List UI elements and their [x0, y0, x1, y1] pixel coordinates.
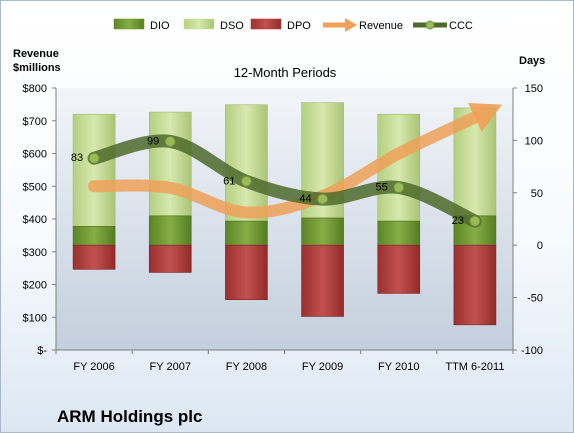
legend-swatch-dio [113, 18, 145, 30]
left-axis-label-line2: $millions [13, 62, 61, 74]
bar-dpo [377, 244, 421, 294]
x-tick-label: FY 2007 [150, 361, 191, 373]
left-axis-label-line1: Revenue [13, 48, 59, 60]
ccc-data-label: 23 [452, 215, 464, 227]
legend-swatch-dpo [250, 18, 282, 30]
bar-dso [72, 113, 116, 227]
axes-layer: $- $100 $200 $300 $400 $500 $600 $700 $800 -100 -5… [23, 83, 543, 373]
legend-marker-ccc [425, 20, 435, 30]
ccc-marker [469, 215, 481, 227]
left-tick-label: $200 [23, 280, 47, 292]
legend-label-dio: DIO [150, 20, 170, 32]
x-tick-label: FY 2009 [302, 361, 343, 373]
legend-label-dso: DSO [220, 20, 244, 32]
bar-dpo [225, 244, 268, 300]
revenue-line [88, 111, 481, 219]
left-tick-label: $700 [23, 116, 47, 128]
bar-dio [301, 217, 344, 246]
bar-dso [148, 111, 192, 217]
bar-dio [225, 220, 268, 246]
right-axis-label: Days [519, 55, 545, 67]
ccc-marker [88, 152, 100, 164]
bar-dpo [148, 244, 192, 273]
legend-arrowhead-icon [345, 18, 357, 32]
right-tick-label: -50 [527, 293, 543, 305]
right-tick-label: 0 [537, 240, 543, 252]
ccc-marker [393, 182, 405, 194]
left-tick-label: $600 [23, 149, 47, 161]
company-name: ARM Holdings plc [57, 407, 203, 426]
bar-dio [72, 226, 116, 246]
revenue-arrowhead [468, 103, 503, 132]
left-tick-label: $- [37, 345, 47, 357]
bar-dpo [72, 244, 116, 270]
bar-dpo [453, 244, 497, 326]
legend: DIO DSO DPO Revenue CCC [113, 18, 473, 32]
bar-dpo [301, 244, 344, 317]
right-tick-label: 100 [525, 135, 543, 147]
left-tick-label: $500 [23, 181, 47, 193]
ccc-data-label: 61 [223, 175, 235, 187]
left-tick-label: $100 [23, 312, 47, 324]
right-tick-label: 150 [525, 83, 543, 95]
left-tick-label: $300 [23, 247, 47, 259]
left-tick-label: $800 [23, 83, 47, 95]
x-tick-label: FY 2010 [378, 361, 419, 373]
ccc-marker [164, 135, 176, 147]
x-tick-label: FY 2008 [226, 361, 267, 373]
bar-dio [148, 215, 192, 246]
legend-swatch-dso [183, 18, 215, 30]
ccc-data-label: 55 [376, 182, 388, 194]
left-tick-label: $400 [23, 214, 47, 226]
ccc-marker [317, 193, 329, 205]
right-tick-label: 50 [531, 188, 543, 200]
ccc-data-label: 44 [299, 193, 311, 205]
ccc-data-label: 99 [147, 135, 159, 147]
bar-dso [225, 104, 268, 222]
lines-layer: 83 99 61 44 55 23 [71, 103, 503, 228]
ccc-marker [240, 175, 252, 187]
legend-label-ccc: CCC [449, 20, 473, 32]
right-tick-label: -100 [521, 345, 543, 357]
legend-label-dpo: DPO [287, 20, 311, 32]
x-tick-label: FY 2006 [73, 361, 114, 373]
x-tick-label: TTM 6-2011 [445, 361, 504, 373]
bar-dio [377, 220, 421, 246]
bars-layer [72, 102, 497, 326]
legend-label-revenue: Revenue [359, 20, 403, 32]
ccc-data-label: 83 [71, 152, 83, 164]
chart-title: 12-Month Periods [234, 65, 337, 80]
